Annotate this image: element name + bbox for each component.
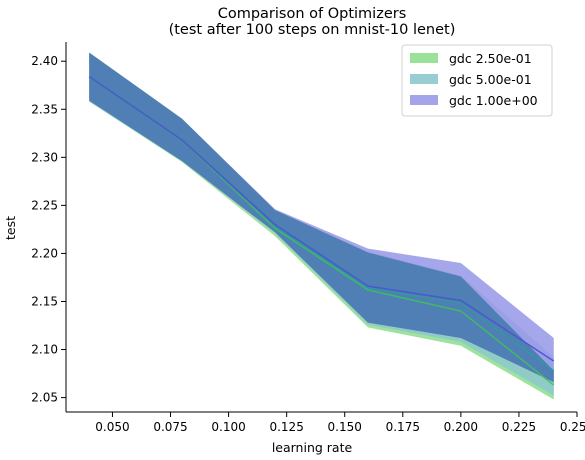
legend-label-1: gdc 2.50e-01 [449,51,532,66]
x-tick-label: 0.100 [211,420,245,434]
legend-swatch-1 [410,53,438,63]
legend: gdc 2.50e-01 gdc 5.00e-01 gdc 1.00e+00 [401,44,553,117]
y-tick-label: 2.25 [31,198,58,212]
x-tick-label: 0.250 [560,420,585,434]
mean-line-3 [88,75,555,362]
legend-label-3: gdc 1.00e+00 [449,93,538,108]
chart-subtitle: (test after 100 steps on mnist-10 lenet) [169,22,456,38]
x-tick-label: 0.200 [444,420,478,434]
x-tick-label: 0.125 [269,420,303,434]
y-tick-label: 2.20 [31,246,58,260]
x-axis-label: learning rate [272,440,353,455]
y-tick-label: 2.05 [31,391,58,405]
legend-label-2: gdc 5.00e-01 [449,72,532,87]
x-tick-label: 0.150 [328,420,362,434]
x-tick-label: 0.075 [153,420,187,434]
y-tick-label: 2.10 [31,343,58,357]
y-axis-ticks: 2.05 2.10 2.15 2.20 2.25 2.30 2.35 2.40 [31,54,66,405]
chart-title: Comparison of Optimizers [218,6,407,22]
y-axis-label: test [3,216,18,240]
y-tick-label: 2.15 [31,294,58,308]
legend-swatch-2 [410,74,438,84]
y-tick-label: 2.40 [31,54,58,68]
y-tick-label: 2.35 [31,102,58,116]
x-tick-label: 0.225 [502,420,536,434]
x-axis-ticks: 0.050 0.075 0.100 0.125 0.150 0.175 0.200 0.225… [95,412,585,434]
plot-area [88,52,555,400]
x-tick-label: 0.175 [386,420,420,434]
y-tick-label: 2.30 [31,150,58,164]
x-tick-label: 0.050 [95,420,129,434]
legend-frame [401,44,553,117]
legend-swatch-3 [410,95,438,105]
